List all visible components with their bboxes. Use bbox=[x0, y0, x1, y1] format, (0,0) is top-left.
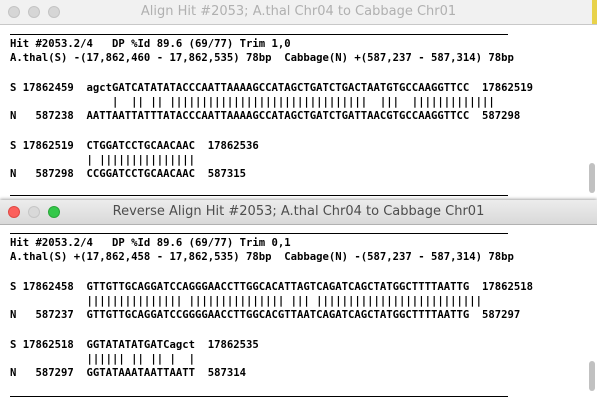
title-bar[interactable]: Align Hit #2053; A.thal Chr04 to Cabbage… bbox=[0, 0, 597, 25]
separator-line bbox=[10, 233, 508, 234]
match-line: ||||||||||||||| ||||||||||||||| ||| ||||… bbox=[10, 295, 482, 307]
zoom-button[interactable] bbox=[48, 6, 60, 18]
minimize-button[interactable] bbox=[28, 206, 40, 218]
close-button[interactable] bbox=[8, 6, 20, 18]
alignment-text-area[interactable]: Hit #2053.2/4 DP %Id 89.6 (69/77) Trim 0… bbox=[0, 225, 597, 400]
background-window-edge bbox=[592, 0, 597, 24]
alignment-text-area[interactable]: Hit #2053.2/4 DP %Id 89.6 (69/77) Trim 1… bbox=[0, 25, 597, 200]
scrollbar-thumb[interactable] bbox=[589, 163, 595, 193]
match-line: | || || ||||||||||||||||||||||||||||||| … bbox=[10, 96, 495, 108]
close-button[interactable] bbox=[8, 206, 20, 218]
hit-coordinates: A.thal(S) -(17,862,460 - 17,862,535) 78b… bbox=[10, 52, 514, 64]
seq-line-n: N 587237 GTTGTTGCAGGATCCGGGGAACCTTGGCACG… bbox=[10, 309, 521, 321]
minimize-button[interactable] bbox=[28, 6, 40, 18]
seq-line-s: S 17862519 CTGGATCCTGCAACAAC 17862536 bbox=[10, 140, 259, 152]
hit-coordinates: A.thal(S) +(17,862,458 - 17,862,535) 78b… bbox=[10, 251, 514, 263]
separator-line bbox=[10, 396, 508, 397]
match-line: |||||| || || | | bbox=[10, 353, 195, 365]
match-line: | ||||||||||||||| bbox=[10, 154, 195, 166]
seq-line-s: S 17862459 agctGATCATATATACCCAATTAAAAGCC… bbox=[10, 82, 533, 94]
zoom-button[interactable] bbox=[48, 206, 60, 218]
window-title: Reverse Align Hit #2053; A.thal Chr04 to… bbox=[112, 204, 485, 219]
seq-line-s: S 17862518 GGTATATATGATCagct 17862535 bbox=[10, 339, 259, 351]
align-hit-window: Align Hit #2053; A.thal Chr04 to Cabbage… bbox=[0, 0, 597, 200]
scrollbar-thumb[interactable] bbox=[589, 361, 595, 391]
seq-line-n: N 587298 CCGGATCCTGCAACAAC 587315 bbox=[10, 168, 246, 180]
seq-line-s: S 17862458 GTTGTTGCAGGATCCAGGGAACCTTGGCA… bbox=[10, 281, 533, 293]
hit-summary: Hit #2053.2/4 DP %Id 89.6 (69/77) Trim 0… bbox=[10, 237, 291, 249]
separator-line bbox=[10, 195, 508, 196]
hit-summary: Hit #2053.2/4 DP %Id 89.6 (69/77) Trim 1… bbox=[10, 38, 291, 50]
separator-line bbox=[10, 34, 508, 35]
title-bar[interactable]: Reverse Align Hit #2053; A.thal Chr04 to… bbox=[0, 200, 597, 225]
window-title: Align Hit #2053; A.thal Chr04 to Cabbage… bbox=[140, 4, 457, 19]
seq-line-n: N 587238 AATTAATTATTTATACCCAATTAAAAGCCAT… bbox=[10, 110, 521, 122]
reverse-align-hit-window: Reverse Align Hit #2053; A.thal Chr04 to… bbox=[0, 200, 597, 400]
seq-line-n: N 587297 GGTATAAATAATTAATT 587314 bbox=[10, 367, 246, 379]
